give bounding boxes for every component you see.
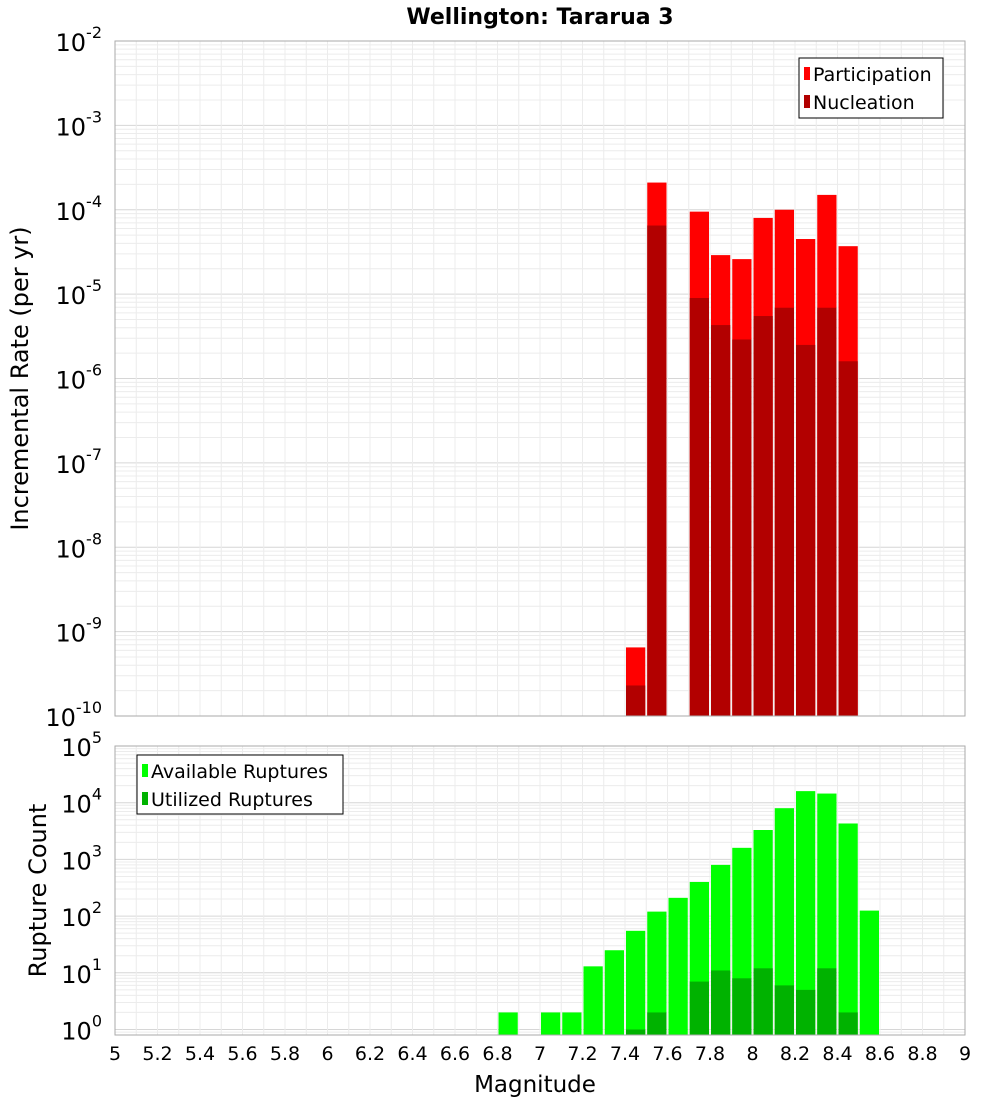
bar-nucleation (626, 685, 646, 716)
y-tick-label: 10-10 (45, 698, 102, 732)
bar-utilized-ruptures (711, 970, 731, 1035)
y-tick-label: 10-3 (56, 107, 103, 141)
y-tick-label: 101 (61, 955, 102, 989)
bar-nucleation (732, 339, 752, 716)
y-tick-label: 10-4 (56, 192, 103, 226)
bar-utilized-ruptures (774, 985, 794, 1035)
legend-swatch (142, 764, 148, 777)
y-tick-label: 10-2 (56, 23, 103, 57)
bar-utilized-ruptures (817, 968, 837, 1035)
bar-available-ruptures (626, 930, 646, 1035)
x-tick-label: 8.4 (822, 1043, 852, 1065)
x-tick-label: 6.6 (440, 1043, 470, 1065)
bar-available-ruptures (859, 910, 879, 1035)
plot-border-1 (114, 745, 966, 1036)
x-tick-label: 7 (534, 1043, 546, 1065)
x-tick-label: 5.2 (142, 1043, 172, 1065)
bar-utilized-ruptures (796, 989, 816, 1035)
bar-available-ruptures (583, 966, 603, 1035)
bar-utilized-ruptures (838, 1012, 858, 1035)
x-tick-label: 5 (109, 1043, 121, 1065)
y-tick-label: 10-8 (56, 529, 103, 563)
bar-utilized-ruptures (689, 981, 709, 1035)
y-tick-label: 105 (61, 728, 102, 762)
legend-label: Available Ruptures (151, 761, 328, 783)
legend-box (136, 754, 344, 815)
legend-swatch (804, 95, 810, 108)
x-tick-label: 7.2 (567, 1043, 597, 1065)
y-tick-label: 100 (61, 1012, 102, 1046)
bar-nucleation (774, 307, 794, 716)
bar-available-ruptures (562, 1012, 582, 1035)
y-tick-label: 10-6 (56, 361, 103, 395)
x-tick-label: 6 (321, 1043, 333, 1065)
x-tick-label: 7.8 (695, 1043, 725, 1065)
bar-available-ruptures (668, 897, 688, 1035)
x-tick-label: 5.6 (227, 1043, 257, 1065)
legend-box (798, 57, 944, 119)
y-tick-label: 102 (61, 898, 102, 932)
y-tick-label: 103 (61, 841, 102, 875)
plot-border-0 (114, 40, 966, 717)
x-axis-label: Magnitude (474, 1072, 596, 1098)
bar-available-ruptures (541, 1012, 561, 1035)
x-tick-label: 8.8 (907, 1043, 937, 1065)
x-tick-label: 7.4 (610, 1043, 640, 1065)
bar-nucleation (647, 225, 667, 716)
y-tick-label: 10-9 (56, 614, 103, 648)
bar-nucleation (817, 307, 837, 716)
legend-swatch (804, 67, 810, 80)
y-tick-label: 104 (61, 785, 102, 819)
bar-available-ruptures (838, 823, 858, 1035)
x-tick-label: 8.6 (865, 1043, 895, 1065)
x-tick-label: 8 (746, 1043, 758, 1065)
x-tick-label: 6.4 (397, 1043, 427, 1065)
bar-nucleation (796, 344, 816, 716)
y-axis-label: Incremental Rate (per yr) (6, 226, 34, 530)
bar-available-ruptures (604, 950, 624, 1035)
bar-utilized-ruptures (647, 1012, 667, 1035)
bar-nucleation (689, 297, 709, 716)
y-tick-label: 10-7 (56, 445, 103, 479)
bar-nucleation (753, 316, 773, 716)
legend-label: Nucleation (813, 92, 915, 114)
x-tick-label: 8.2 (780, 1043, 810, 1065)
y-tick-label: 10-5 (56, 276, 103, 310)
bar-available-ruptures (774, 808, 794, 1035)
x-tick-label: 6.8 (482, 1043, 512, 1065)
bar-available-ruptures (647, 911, 667, 1035)
legend-label: Participation (813, 64, 932, 86)
x-tick-label: 9 (959, 1043, 971, 1065)
bar-utilized-ruptures (626, 1029, 646, 1035)
bar-nucleation (838, 361, 858, 716)
bar-utilized-ruptures (732, 978, 752, 1035)
x-tick-label: 5.8 (270, 1043, 300, 1065)
bar-utilized-ruptures (753, 968, 773, 1035)
x-tick-label: 5.4 (185, 1043, 215, 1065)
x-tick-label: 7.6 (652, 1043, 682, 1065)
chart-title: Wellington: Tararua 3 (406, 5, 673, 30)
x-tick-label: 6.2 (355, 1043, 385, 1065)
legend-swatch (142, 792, 148, 805)
bar-available-ruptures (498, 1012, 518, 1035)
y-axis-label: Rupture Count (24, 804, 52, 978)
bar-available-ruptures (796, 791, 816, 1035)
legend-label: Utilized Ruptures (151, 789, 313, 811)
bar-nucleation (711, 325, 731, 716)
